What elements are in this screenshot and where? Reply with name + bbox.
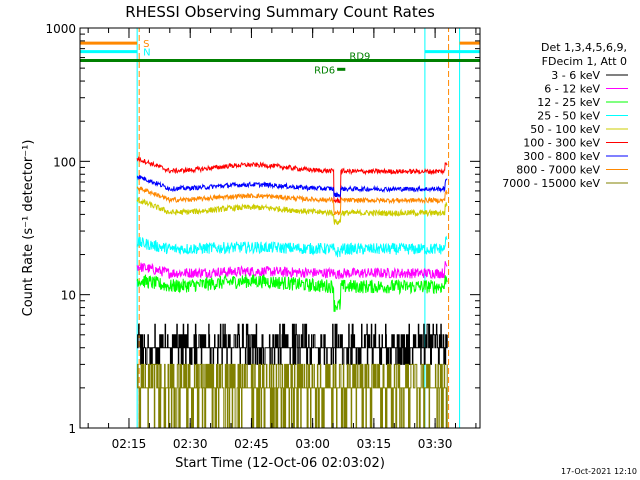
x-tick-label: 03:00 <box>295 437 330 451</box>
series-lines <box>136 155 448 429</box>
bar-label-s: S <box>143 39 149 50</box>
legend-label: 12 - 25 keV <box>537 96 600 109</box>
series-line-100-300-kev <box>136 155 448 204</box>
legend-header-decimation: FDecim 1, Att 0 <box>542 55 627 68</box>
chart-title: RHESSI Observing Summary Count Rates <box>125 3 435 21</box>
legend-label: 50 - 100 keV <box>530 123 600 136</box>
y-tick-label: 1 <box>68 422 76 436</box>
x-tick-label: 02:15 <box>112 437 147 451</box>
series-line-6-12-kev <box>136 261 448 280</box>
legend-label: 300 - 800 keV <box>523 150 600 163</box>
legend-label: 800 - 7000 keV <box>516 164 600 177</box>
x-tick-label: 03:30 <box>418 437 453 451</box>
series-line-300-800-kev <box>136 175 448 198</box>
x-axis-label: Start Time (12-Oct-06 02:03:02) <box>175 456 385 471</box>
series-line-50-100-kev <box>136 197 448 226</box>
legend-label: 6 - 12 keV <box>544 83 600 96</box>
x-tick-label: 03:15 <box>357 437 392 451</box>
series-line-800-7000-kev <box>136 186 448 216</box>
bar-label-rd9: RD9 <box>349 52 370 63</box>
series-line-7000-15000-kev <box>137 363 448 429</box>
series-line-25-50-kev <box>136 235 448 258</box>
legend-label: 3 - 6 keV <box>551 69 600 82</box>
legend-label: 25 - 50 keV <box>537 110 600 123</box>
bar-label-n: N <box>143 48 150 59</box>
legend: Det 1,3,4,5,6,9, FDecim 1, Att 0 3 - 6 k… <box>502 41 628 190</box>
series-line-12-25-kev <box>136 273 448 312</box>
x-tick-label: 02:45 <box>234 437 269 451</box>
status-bars: SN RD9 RD6 <box>80 39 480 76</box>
legend-label: 100 - 300 keV <box>523 137 600 150</box>
y-tick-label: 1000 <box>45 22 76 36</box>
y-axis-label: Count Rate (s⁻¹ detector⁻¹) <box>21 140 36 317</box>
bar-label-rd6: RD6 <box>314 65 335 76</box>
axis-ticks: 1 10 100 1000 02:15 02:30 02:45 03:00 03:15 03:30 <box>45 22 480 451</box>
y-tick-label: 100 <box>53 155 76 169</box>
plot-frame <box>79 27 481 429</box>
x-tick-label: 02:30 <box>173 437 208 451</box>
y-tick-label: 10 <box>61 289 76 303</box>
legend-header-detectors: Det 1,3,4,5,6,9, <box>541 41 627 54</box>
legend-label: 7000 - 15000 keV <box>502 177 600 190</box>
footer-timestamp: 17-Oct-2021 12:10 <box>561 467 637 476</box>
